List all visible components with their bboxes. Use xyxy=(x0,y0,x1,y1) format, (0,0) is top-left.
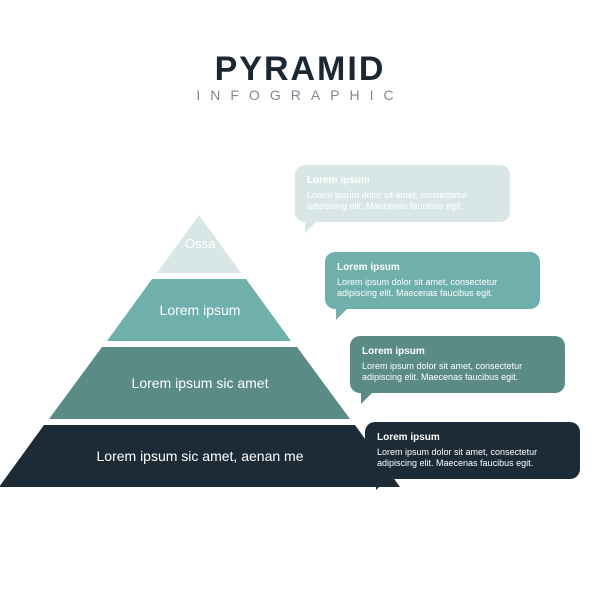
pyramid-band-2 xyxy=(107,279,292,341)
callout-heading: Lorem ipsum xyxy=(362,346,553,359)
callout-tail-4 xyxy=(376,478,388,490)
pyramid-band-4 xyxy=(0,425,400,487)
title-sub: INFOGRAPHIC xyxy=(0,87,600,103)
title-main: PYRAMID xyxy=(0,50,600,89)
pyramid-band-1 xyxy=(157,215,241,273)
callout-body: Lorem ipsum dolor sit amet, consectetur … xyxy=(337,277,528,300)
callout-heading: Lorem ipsum xyxy=(377,432,568,445)
callout-tail-1 xyxy=(305,221,317,233)
callout-body: Lorem ipsum dolor sit amet, consectetur … xyxy=(362,361,553,384)
title-block: PYRAMID INFOGRAPHIC xyxy=(0,50,600,103)
callout-2: Lorem ipsum Lorem ipsum dolor sit amet, c… xyxy=(325,252,540,309)
pyramid-band-3 xyxy=(49,347,350,419)
callout-3: Lorem ipsum Lorem ipsum dolor sit amet, c… xyxy=(350,336,565,393)
infographic-stage: PYRAMID INFOGRAPHIC OssaLorem ipsumLorem… xyxy=(0,0,600,600)
callout-body: Lorem ipsum dolor sit amet, consectetur … xyxy=(307,190,498,213)
callout-4: Lorem ipsum Lorem ipsum dolor sit amet, c… xyxy=(365,422,580,479)
callout-heading: Lorem ipsum xyxy=(307,175,498,188)
callout-1: Lorem ipsum Lorem ipsum dolor sit amet, c… xyxy=(295,165,510,222)
callout-heading: Lorem ipsum xyxy=(337,262,528,275)
callout-tail-2 xyxy=(336,308,348,320)
callout-tail-3 xyxy=(361,392,373,404)
callout-body: Lorem ipsum dolor sit amet, consectetur … xyxy=(377,447,568,470)
